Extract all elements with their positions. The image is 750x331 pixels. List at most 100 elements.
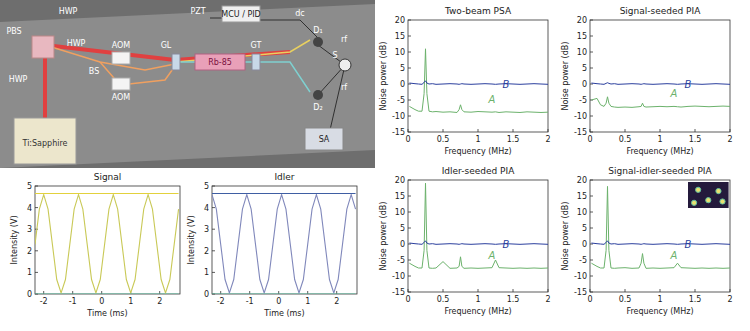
y-tick-label: 2 <box>27 247 32 256</box>
chart: Two-beam PSA00.511.52-15-10-505101520Fre… <box>379 6 551 156</box>
setup-label: rf <box>341 35 347 44</box>
y-tick <box>590 196 593 197</box>
y-tick <box>408 228 411 229</box>
series-line <box>591 186 730 268</box>
series-label: A <box>670 250 678 261</box>
y-tick <box>408 52 411 53</box>
x-tick <box>590 129 591 132</box>
y-tick-label: -10 <box>574 272 587 281</box>
y-tick-label: 3 <box>204 225 209 234</box>
x-tick <box>478 129 479 132</box>
plot-frame <box>35 186 180 294</box>
x-tick-label: 1 <box>657 135 662 144</box>
x-tick <box>730 289 731 292</box>
series-line <box>409 183 548 268</box>
x-axis-label: Frequency (MHz) <box>444 307 511 316</box>
y-tick <box>408 20 411 21</box>
y-tick <box>408 132 411 133</box>
x-tick-label: -2 <box>217 297 225 306</box>
x-tick <box>660 129 661 132</box>
y-axis-label: Noise power (dB) <box>561 42 570 111</box>
inset-image <box>688 182 729 208</box>
y-tick-label: 1 <box>204 268 209 277</box>
y-tick-label: -10 <box>574 112 587 121</box>
y-tick-label: 3 <box>27 225 32 234</box>
x-tick <box>730 129 731 132</box>
x-tick-label: 0 <box>405 135 410 144</box>
chart-title: Two-beam PSA <box>444 6 512 16</box>
y-tick-label: 15 <box>577 32 587 41</box>
y-tick-label: -15 <box>574 288 587 297</box>
beam <box>45 45 175 70</box>
x-tick-label: -2 <box>40 297 48 306</box>
y-tick <box>212 207 215 208</box>
setup-label: HWP <box>67 39 86 48</box>
series-label: B <box>685 239 692 250</box>
y-tick-label: 10 <box>577 48 587 57</box>
setup-label: S <box>332 51 337 60</box>
chart-title: Idler <box>274 172 294 182</box>
series-line <box>409 241 548 245</box>
glan-taylor <box>252 54 260 70</box>
plot-frame <box>590 180 730 292</box>
beam <box>100 62 175 85</box>
setup-label: HWP <box>59 7 78 16</box>
y-tick-label: 10 <box>395 48 405 57</box>
y-tick <box>212 250 215 251</box>
x-tick-label: 0 <box>587 135 592 144</box>
series-line <box>35 195 179 293</box>
setup-label: rf <box>341 83 347 92</box>
setup-label: dc <box>295 9 304 18</box>
y-tick <box>590 292 593 293</box>
x-tick-label: 1 <box>475 135 480 144</box>
y-tick <box>590 36 593 37</box>
y-tick-label: 2 <box>204 247 209 256</box>
x-tick-label: 1 <box>128 297 133 306</box>
series-line <box>409 81 548 85</box>
marks <box>591 83 730 108</box>
y-tick-label: 0 <box>400 240 405 249</box>
vapor-cell <box>195 54 245 70</box>
beam <box>330 65 345 130</box>
y-tick-label: -10 <box>392 272 405 281</box>
x-axis-label: Time (ms) <box>263 309 304 318</box>
plot-frame <box>212 186 357 294</box>
setup-label: GT <box>251 41 262 50</box>
x-tick <box>695 289 696 292</box>
x-tick-label: 0 <box>587 295 592 304</box>
x-tick <box>590 289 591 292</box>
chart: Signal-seeded PIA00.511.52-15-10-5051015… <box>561 6 733 156</box>
y-tick <box>590 116 593 117</box>
x-tick-label: 0.5 <box>437 295 450 304</box>
chart-title: Signal <box>94 172 122 182</box>
y-tick-label: 20 <box>577 176 587 185</box>
setup-label: Rb-85 <box>208 58 232 67</box>
x-tick-label: 2 <box>545 135 550 144</box>
y-tick <box>590 212 593 213</box>
chart: Idler-seeded PIA00.511.52-15-10-50510152… <box>379 166 551 316</box>
y-tick-label: 5 <box>27 182 32 191</box>
x-tick <box>548 129 549 132</box>
subtractor <box>339 59 351 71</box>
y-tick <box>408 260 411 261</box>
x-tick <box>625 129 626 132</box>
x-tick-label: 2 <box>727 295 732 304</box>
series-line <box>35 193 179 194</box>
x-tick-label: 2 <box>157 297 162 306</box>
y-tick <box>212 186 215 187</box>
x-tick-label: 1.5 <box>507 295 520 304</box>
y-tick-label: 15 <box>395 32 405 41</box>
y-tick-label: 15 <box>395 192 405 201</box>
y-tick-label: 20 <box>577 16 587 25</box>
marks <box>35 194 179 294</box>
background <box>0 0 750 331</box>
x-tick-label: 1.5 <box>507 135 520 144</box>
y-tick <box>35 250 38 251</box>
y-tick <box>35 207 38 208</box>
marks <box>212 194 356 294</box>
x-tick-label: 2 <box>727 135 732 144</box>
x-tick <box>695 129 696 132</box>
chart-title: Idler-seeded PIA <box>442 166 515 176</box>
y-axis-label: Noise power (dB) <box>379 42 388 111</box>
y-axis-label: Noise power (dB) <box>379 202 388 271</box>
